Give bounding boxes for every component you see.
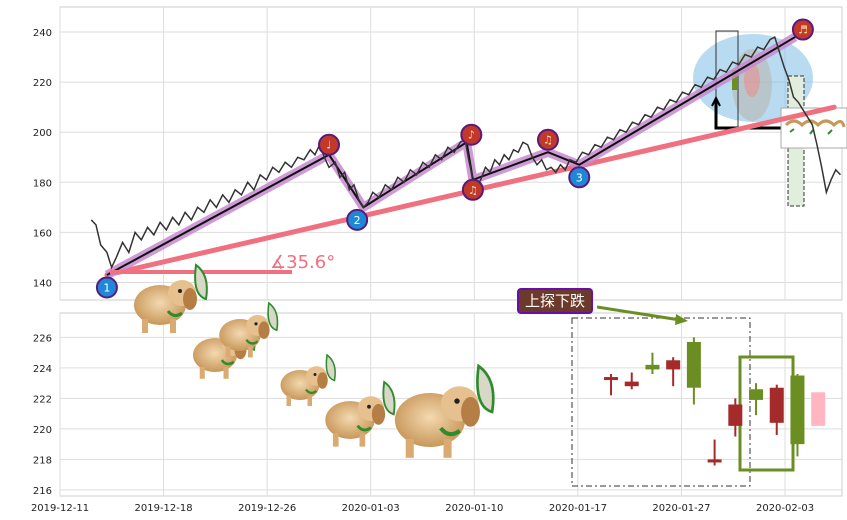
dog-icon xyxy=(280,353,336,406)
dog-ear xyxy=(317,372,328,389)
dog-scarf xyxy=(439,426,461,437)
candle-body xyxy=(666,360,681,370)
marker-circle xyxy=(791,18,814,41)
x-tick-label: 2020-01-27 xyxy=(652,503,710,514)
y-tick-label: 180 xyxy=(33,178,52,189)
marker-circle xyxy=(95,276,118,299)
marker-label: ♬ xyxy=(798,24,808,37)
x-ticks: 2019-12-11 2019-12-18 2019-12-26 2020-01-03… xyxy=(31,503,814,514)
marker-label: ♪ xyxy=(468,129,475,142)
y-tick-label: 240 xyxy=(33,28,52,39)
dog-decorations xyxy=(134,263,495,458)
dog-leg xyxy=(170,319,176,333)
dog-leg xyxy=(286,395,291,406)
candle-body xyxy=(624,381,639,387)
x-tick-label: 2020-01-10 xyxy=(445,503,503,514)
candle-body xyxy=(811,392,826,426)
dog-leg xyxy=(225,346,231,358)
marker-circle xyxy=(568,166,591,189)
candle-body xyxy=(707,459,722,463)
y-tick-label: 218 xyxy=(33,455,52,466)
candle-body xyxy=(604,377,619,381)
candle-body xyxy=(769,387,784,423)
marker-label: ♩ xyxy=(326,139,331,152)
marker-label: 2 xyxy=(354,214,361,227)
x-tick-label: 2020-02-03 xyxy=(756,503,814,514)
y-tick-label: 160 xyxy=(33,228,52,239)
x-tick-label: 2019-12-26 xyxy=(238,503,296,514)
dog-leg xyxy=(405,438,414,458)
candle-body xyxy=(645,364,660,370)
dog-eye xyxy=(313,373,317,376)
dog-scarf xyxy=(166,310,183,318)
y-tick-label: 216 xyxy=(33,486,52,497)
dog-icon xyxy=(134,263,208,333)
candle-body xyxy=(686,341,701,388)
marker-circle xyxy=(346,208,369,231)
dog-leg xyxy=(332,433,339,447)
dog-leg xyxy=(359,433,366,447)
dog-ear xyxy=(183,288,197,310)
x-tick-label: 2020-01-03 xyxy=(342,503,400,514)
x-tick-label: 2019-12-18 xyxy=(135,503,193,514)
dog-scarf xyxy=(245,339,259,345)
dog-scarf xyxy=(356,424,372,432)
angle-label: ∡35.6° xyxy=(270,252,335,273)
dog-wing xyxy=(267,301,279,332)
y-tick-label: 220 xyxy=(33,425,52,436)
callout-box xyxy=(517,288,593,314)
dog-scarf xyxy=(220,359,235,366)
price-y-ticks: 140 160 180 200 220 240 xyxy=(33,28,52,289)
dog-wing xyxy=(194,263,208,301)
marker-circle xyxy=(536,128,559,151)
dog-leg xyxy=(142,319,148,333)
dog-icon xyxy=(219,301,279,358)
dog-eye xyxy=(454,398,460,404)
candle-body xyxy=(728,404,743,426)
dog-leg xyxy=(199,366,205,379)
marker-circle xyxy=(461,178,484,201)
dog-ear xyxy=(461,397,480,427)
dog-leg xyxy=(248,346,253,358)
callout-arrow xyxy=(596,305,681,322)
dog-eye xyxy=(254,322,258,326)
dog-leg xyxy=(307,395,312,406)
y-tick-label: 220 xyxy=(33,78,52,89)
dog-ear xyxy=(258,321,270,339)
dog-wing xyxy=(476,363,495,414)
marker-label: ♫ xyxy=(468,184,478,197)
highlight-ellipse-dot xyxy=(744,63,760,97)
dog-icon xyxy=(394,363,495,458)
dog-eye xyxy=(178,289,182,293)
y-tick-label: 226 xyxy=(33,333,52,344)
dog-wing xyxy=(382,380,396,416)
dog-wing xyxy=(325,353,336,382)
y-tick-label: 200 xyxy=(33,128,52,139)
dog-leg xyxy=(443,438,452,458)
dog-icon xyxy=(325,380,396,447)
candle-y-ticks: 216 218 220 222 224 226 xyxy=(33,333,52,497)
y-tick-label: 222 xyxy=(33,394,52,405)
dog-eye xyxy=(367,404,371,409)
x-tick-label: 2020-01-17 xyxy=(549,503,607,514)
dog-ear xyxy=(371,403,386,425)
candle-body xyxy=(749,389,764,400)
candle-body xyxy=(790,375,805,445)
marker-circle xyxy=(318,133,341,156)
callout-label: 上探下跌 xyxy=(525,292,585,310)
y-tick-label: 224 xyxy=(33,364,52,375)
marker-label: 1 xyxy=(103,281,110,294)
bracket-arrow xyxy=(714,100,790,130)
marker-label: ♫ xyxy=(543,134,553,147)
marker-label: 3 xyxy=(576,171,583,184)
dog-leg xyxy=(223,366,229,379)
dog-scarf xyxy=(305,388,318,395)
y-tick-label: 140 xyxy=(33,278,52,289)
mini-candle-green xyxy=(732,70,738,90)
marker-circle xyxy=(460,123,483,146)
x-tick-label: 2019-12-11 xyxy=(31,503,89,514)
